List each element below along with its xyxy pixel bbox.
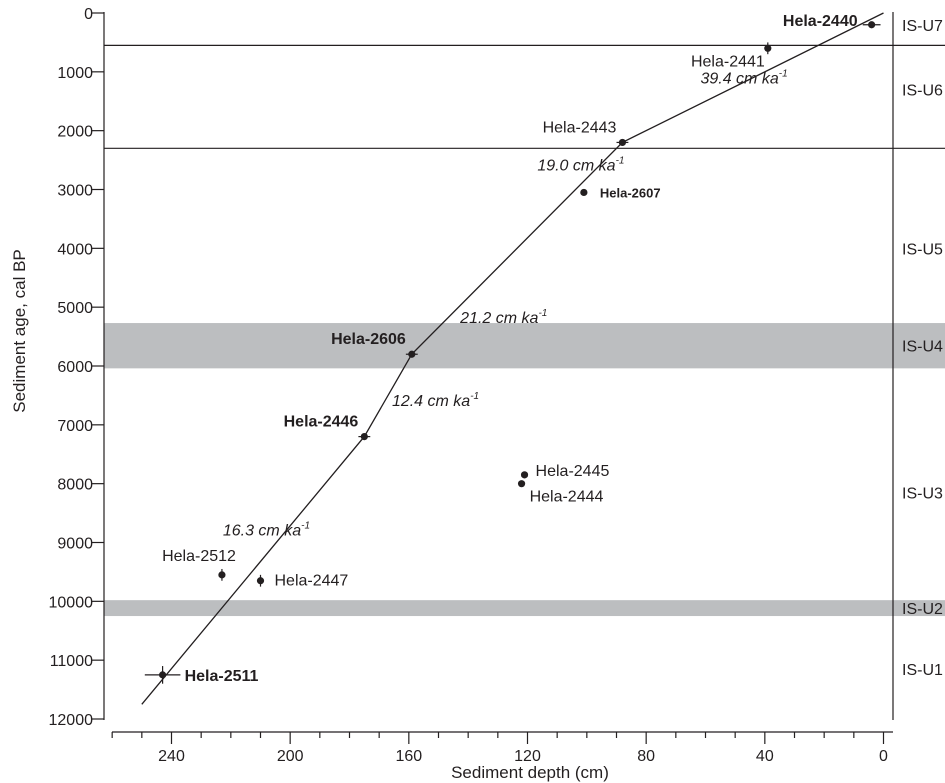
data-point-hela-2511: Hela-2511 [144, 666, 259, 685]
y-tick-label: 6000 [57, 359, 93, 376]
data-point-hela-2512: Hela-2512 [162, 548, 236, 581]
sample-label: Hela-2447 [275, 573, 349, 590]
sample-label: Hela-2511 [185, 668, 259, 685]
y-tick-label: 9000 [57, 536, 93, 553]
data-points: Hela-2440 Hela-2441 Hela-2443 Hela-2607 Hela… [144, 13, 881, 685]
data-point-hela-2446: Hela-2446 [284, 414, 371, 441]
x-tick-label: 120 [514, 748, 541, 765]
point-marker [360, 433, 368, 441]
point-marker [408, 350, 416, 358]
point-marker [618, 138, 627, 147]
y-tick-label: 11000 [50, 653, 93, 670]
point-marker [580, 188, 588, 197]
sample-label: Hela-2446 [284, 414, 359, 431]
x-tick-label: 160 [395, 748, 422, 765]
point-marker [159, 671, 167, 679]
point-marker [218, 571, 226, 579]
shaded-band-1 [104, 600, 945, 617]
point-marker [256, 577, 265, 585]
unit-label-is-u3: IS-U3 [902, 485, 943, 502]
data-point-hela-2607: Hela-2607 [580, 185, 661, 200]
point-marker [868, 21, 876, 29]
y-tick-label: 4000 [57, 241, 93, 258]
y-tick-label: 5000 [57, 300, 93, 317]
sample-label: Hela-2440 [783, 13, 858, 30]
unit-label-is-u2: IS-U2 [902, 601, 943, 618]
axes: 0100020003000400050006000700080009000100… [49, 6, 894, 765]
rate-labels: 39.4 cm ka-1 19.0 cm ka-1 21.2 cm ka-1 12.4… [223, 69, 788, 540]
x-tick-label: 80 [637, 748, 655, 765]
y-tick-label: 7000 [57, 418, 93, 435]
sample-label: Hela-2443 [543, 119, 617, 136]
rate-label-2: 21.2 cm ka-1 [459, 308, 547, 327]
x-tick-label: 240 [158, 748, 185, 765]
data-point-hela-2606: Hela-2606 [331, 331, 418, 358]
rate-label-4: 16.3 cm ka-1 [223, 520, 310, 539]
sample-label: Hela-2441 [691, 53, 765, 70]
y-axis-title: Sediment age, cal BP [10, 249, 29, 412]
unit-column: IS-U7 IS-U6 IS-U5 IS-U4 IS-U3 IS-U2 IS-U1 [902, 18, 943, 679]
x-axis-title: Sediment depth (cm) [451, 763, 609, 782]
data-point-hela-2444: Hela-2444 [517, 480, 604, 506]
data-point-hela-2443: Hela-2443 [543, 119, 629, 147]
rate-label-0: 39.4 cm ka-1 [700, 69, 787, 88]
sample-label: Hela-2445 [536, 463, 610, 480]
data-point-hela-2447: Hela-2447 [256, 573, 349, 590]
point-marker [517, 480, 526, 488]
unit-label-is-u7: IS-U7 [902, 18, 943, 35]
point-marker [520, 471, 529, 479]
unit-label-is-u5: IS-U5 [902, 241, 943, 258]
y-tick-label: 0 [84, 6, 93, 23]
x-tick-label: 200 [277, 748, 304, 765]
unit-label-is-u1: IS-U1 [902, 662, 943, 679]
y-tick-label: 3000 [57, 183, 93, 200]
y-tick-label: 10000 [49, 594, 94, 611]
sample-label: Hela-2512 [162, 548, 236, 565]
data-point-hela-2440: Hela-2440 [783, 13, 881, 30]
sample-label: Hela-2607 [600, 185, 661, 200]
data-point-hela-2441: Hela-2441 [691, 42, 772, 70]
sample-label: Hela-2606 [331, 331, 406, 348]
y-tick-label: 2000 [57, 124, 93, 141]
point-marker [764, 44, 772, 52]
data-point-hela-2445: Hela-2445 [520, 463, 610, 480]
sample-label: Hela-2444 [530, 489, 604, 506]
x-tick-label: 0 [879, 748, 888, 765]
unit-label-is-u4: IS-U4 [902, 338, 943, 355]
unit-boundaries [104, 44, 945, 149]
y-tick-label: 1000 [57, 65, 93, 82]
x-tick-label: 40 [756, 748, 774, 765]
rate-label-1: 19.0 cm ka-1 [537, 156, 624, 175]
unit-label-is-u6: IS-U6 [902, 82, 943, 99]
y-tick-label: 8000 [57, 477, 93, 494]
shaded-bands [104, 323, 945, 617]
rate-label-3: 12.4 cm ka-1 [392, 391, 479, 410]
shaded-band-0 [104, 323, 945, 369]
y-tick-label: 12000 [49, 712, 94, 729]
